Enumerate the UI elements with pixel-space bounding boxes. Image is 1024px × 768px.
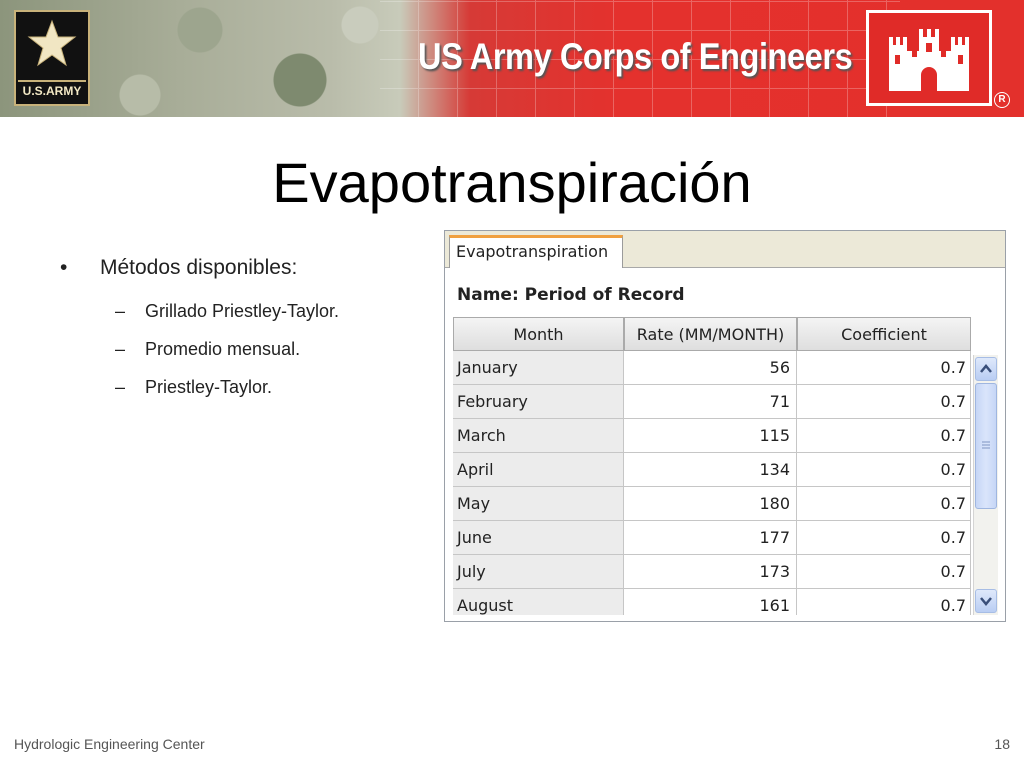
scroll-down-button[interactable]: [975, 589, 997, 613]
rate-cell[interactable]: 115: [624, 419, 797, 453]
rate-cell[interactable]: 173: [624, 555, 797, 589]
table-row: March 115 0.7: [453, 419, 971, 453]
rate-cell[interactable]: 71: [624, 385, 797, 419]
dash-icon: –: [115, 301, 126, 321]
month-cell[interactable]: August: [453, 589, 624, 615]
vertical-scrollbar[interactable]: [973, 355, 998, 615]
castle-icon: [889, 29, 969, 91]
coefficient-cell[interactable]: 0.7: [797, 487, 971, 521]
table-row: January 56 0.7: [453, 351, 971, 385]
month-cell[interactable]: January: [453, 351, 624, 385]
corps-castle-logo: [866, 10, 992, 106]
table-row: May 180 0.7: [453, 487, 971, 521]
grip-icon: [982, 441, 990, 449]
army-logo-text: U.S.ARMY: [18, 80, 86, 100]
header-banner: U.S.ARMY US Army Corps of Engineers R: [0, 0, 1024, 117]
army-star-icon: [27, 19, 77, 67]
month-cell[interactable]: July: [453, 555, 624, 589]
bullet-list: • Métodos disponibles: – Grillado Priest…: [60, 256, 339, 406]
chevron-up-icon: [980, 364, 992, 373]
coefficient-cell[interactable]: 0.7: [797, 385, 971, 419]
sub-bullet-item: – Promedio mensual.: [60, 330, 339, 368]
footer-organization: Hydrologic Engineering Center: [14, 736, 205, 752]
chevron-down-icon: [980, 597, 992, 606]
coefficient-cell[interactable]: 0.7: [797, 555, 971, 589]
coefficient-cell[interactable]: 0.7: [797, 351, 971, 385]
us-army-logo: U.S.ARMY: [14, 10, 90, 106]
registered-mark-icon: R: [994, 92, 1010, 108]
rate-cell[interactable]: 56: [624, 351, 797, 385]
banner-title: US Army Corps of Engineers: [418, 36, 853, 77]
tab-strip: Evapotranspiration: [445, 231, 1005, 268]
coefficient-cell[interactable]: 0.7: [797, 589, 971, 615]
table-row: April 134 0.7: [453, 453, 971, 487]
banner-blueprint-pattern: [380, 0, 900, 117]
table-row: July 173 0.7: [453, 555, 971, 589]
sub-bullet-list: – Grillado Priestley-Taylor. – Promedio …: [60, 292, 339, 406]
rate-cell[interactable]: 161: [624, 589, 797, 615]
month-cell[interactable]: April: [453, 453, 624, 487]
rate-cell[interactable]: 177: [624, 521, 797, 555]
sub-bullet-text: Promedio mensual.: [145, 339, 301, 359]
month-cell[interactable]: March: [453, 419, 624, 453]
table-row: August 161 0.7: [453, 589, 971, 615]
table-header-row: Month Rate (MM/MONTH) Coefficient: [453, 317, 971, 351]
coefficient-cell[interactable]: 0.7: [797, 419, 971, 453]
column-header-rate[interactable]: Rate (MM/MONTH): [624, 317, 797, 351]
month-cell[interactable]: June: [453, 521, 624, 555]
bullet-dot-icon: •: [60, 256, 68, 279]
month-cell[interactable]: February: [453, 385, 624, 419]
scroll-thumb[interactable]: [975, 383, 997, 509]
bullet-text: Métodos disponibles:: [100, 256, 298, 279]
sub-bullet-text: Grillado Priestley-Taylor.: [145, 301, 340, 321]
rate-cell[interactable]: 134: [624, 453, 797, 487]
sub-bullet-text: Priestley-Taylor.: [145, 377, 273, 397]
table-row: June 177 0.7: [453, 521, 971, 555]
evapotranspiration-panel: Evapotranspiration Name: Period of Recor…: [444, 230, 1006, 622]
column-header-coefficient[interactable]: Coefficient: [797, 317, 971, 351]
dash-icon: –: [115, 377, 126, 397]
rate-table: Month Rate (MM/MONTH) Coefficient Januar…: [453, 317, 971, 615]
coefficient-cell[interactable]: 0.7: [797, 453, 971, 487]
column-header-month[interactable]: Month: [453, 317, 624, 351]
table-row: February 71 0.7: [453, 385, 971, 419]
sub-bullet-item: – Priestley-Taylor.: [60, 368, 339, 406]
coefficient-cell[interactable]: 0.7: [797, 521, 971, 555]
slide-title: Evapotranspiración: [272, 151, 752, 214]
rate-cell[interactable]: 180: [624, 487, 797, 521]
scroll-up-button[interactable]: [975, 357, 997, 381]
bullet-item: • Métodos disponibles:: [60, 256, 339, 286]
sub-bullet-item: – Grillado Priestley-Taylor.: [60, 292, 339, 330]
dash-icon: –: [115, 339, 126, 359]
month-cell[interactable]: May: [453, 487, 624, 521]
tab-evapotranspiration[interactable]: Evapotranspiration: [449, 235, 623, 268]
page-number: 18: [994, 736, 1010, 752]
record-name-label: Name: Period of Record: [457, 285, 685, 305]
